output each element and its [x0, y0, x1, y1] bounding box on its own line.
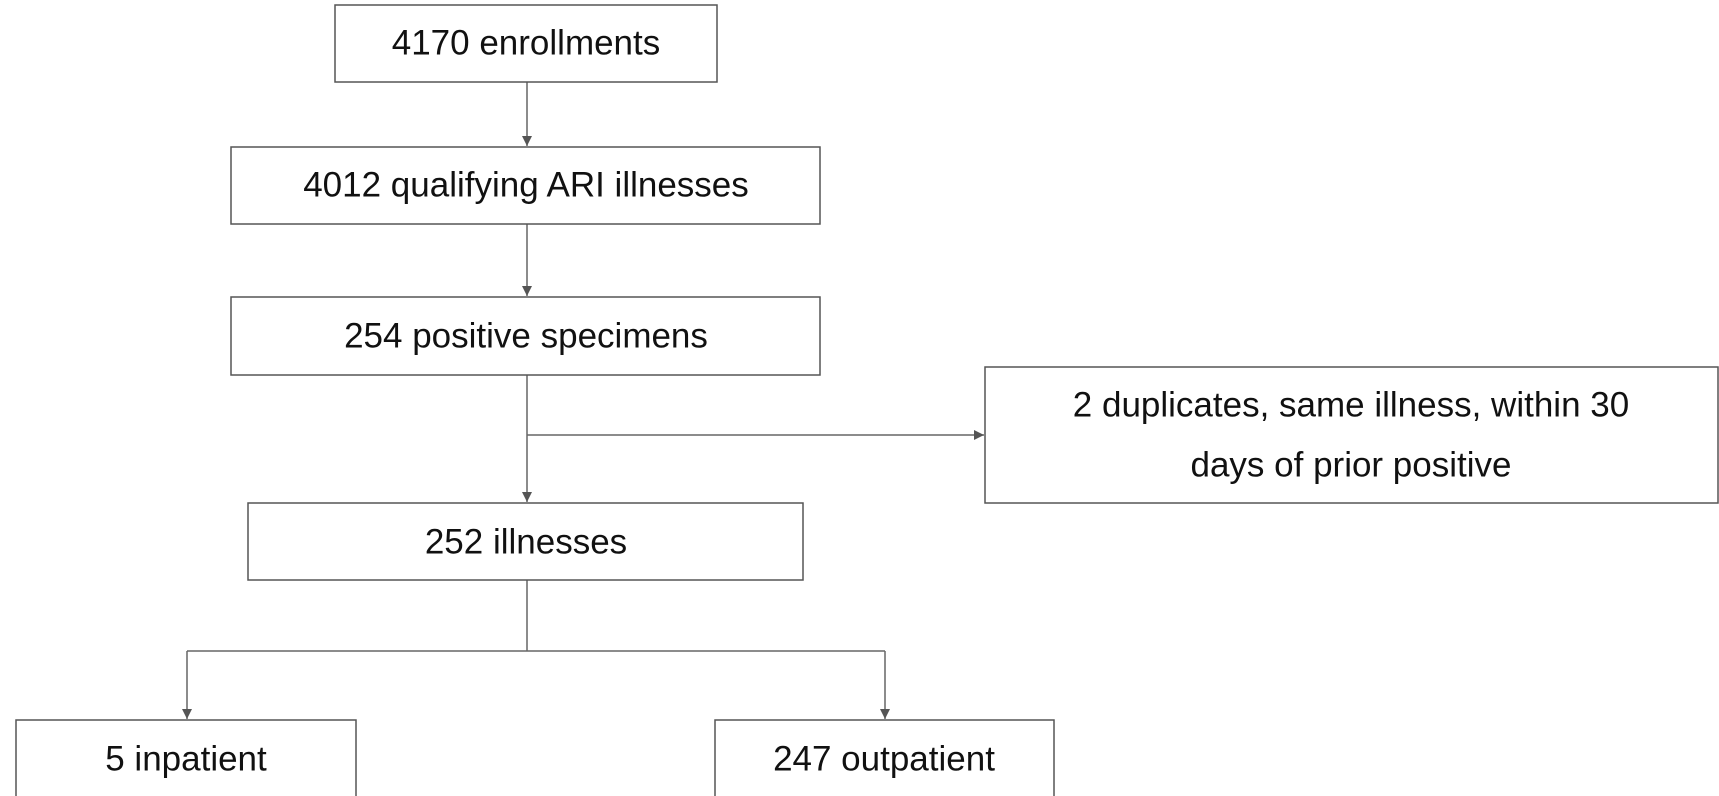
- node-label: 4170 enrollments: [392, 23, 661, 62]
- box: [714, 719, 1055, 796]
- node-label: 2 duplicates, same illness, within 30: [1073, 385, 1629, 424]
- node-label: 254 positive specimens: [344, 316, 708, 355]
- box: [334, 4, 718, 83]
- node-label: 252 illnesses: [425, 522, 627, 561]
- box: [247, 502, 804, 581]
- box: [984, 366, 1719, 504]
- node-label: days of prior positive: [1191, 445, 1512, 484]
- node-label: 5 inpatient: [105, 739, 267, 778]
- box: [230, 296, 821, 376]
- box: [15, 719, 357, 796]
- node-label: 4012 qualifying ARI illnesses: [303, 165, 749, 204]
- node-label: 247 outpatient: [773, 739, 995, 778]
- box: [230, 146, 821, 225]
